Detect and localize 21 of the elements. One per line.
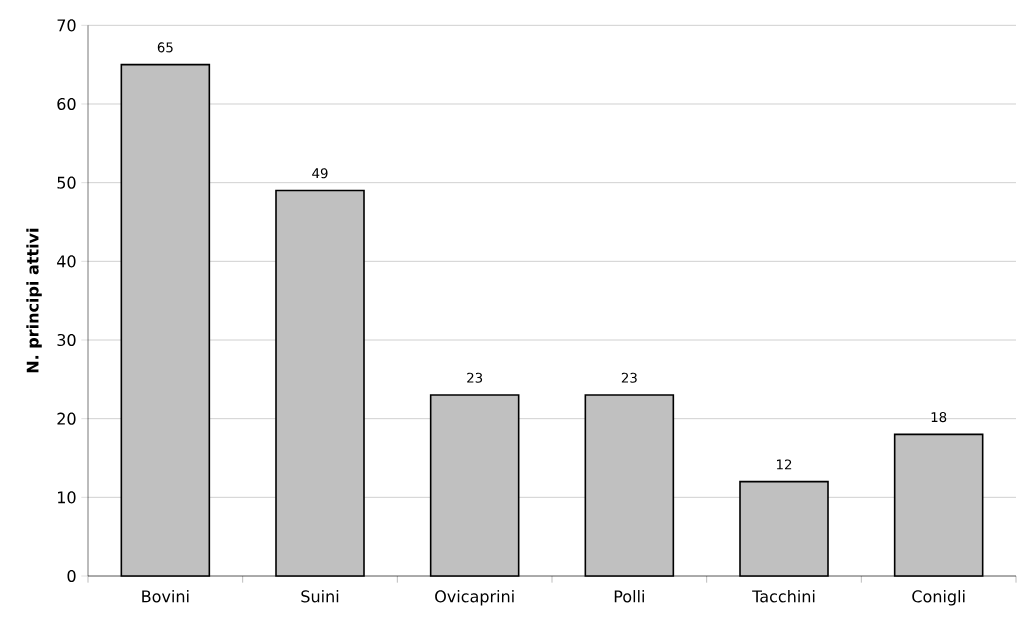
data-label: 23 (467, 372, 483, 383)
y-tick-label: 40 (57, 255, 76, 268)
y-tick-label: 50 (57, 176, 76, 189)
x-tick-label: Polli (614, 590, 644, 603)
y-tick-label: 20 (57, 412, 76, 425)
y-tick-label: 0 (67, 569, 76, 583)
x-tick-label: Tacchini (752, 590, 815, 603)
data-label: 49 (312, 168, 328, 179)
x-tick-label: Conigli (912, 590, 965, 606)
y-tick-label: 30 (57, 333, 76, 347)
x-tick-label: Ovicaprini (435, 590, 514, 606)
y-tick-label: 70 (57, 19, 76, 32)
data-label: 12 (776, 459, 792, 470)
data-label: 23 (621, 372, 637, 383)
y-axis-title: N. principi attivi (26, 228, 42, 373)
x-tick-label: Suini (301, 590, 339, 603)
data-label: 65 (157, 42, 173, 53)
data-label: 18 (931, 412, 947, 423)
y-tick-label: 10 (58, 491, 76, 504)
x-tick-label: Bovini (142, 590, 189, 603)
y-tick-label: 60 (57, 97, 76, 111)
